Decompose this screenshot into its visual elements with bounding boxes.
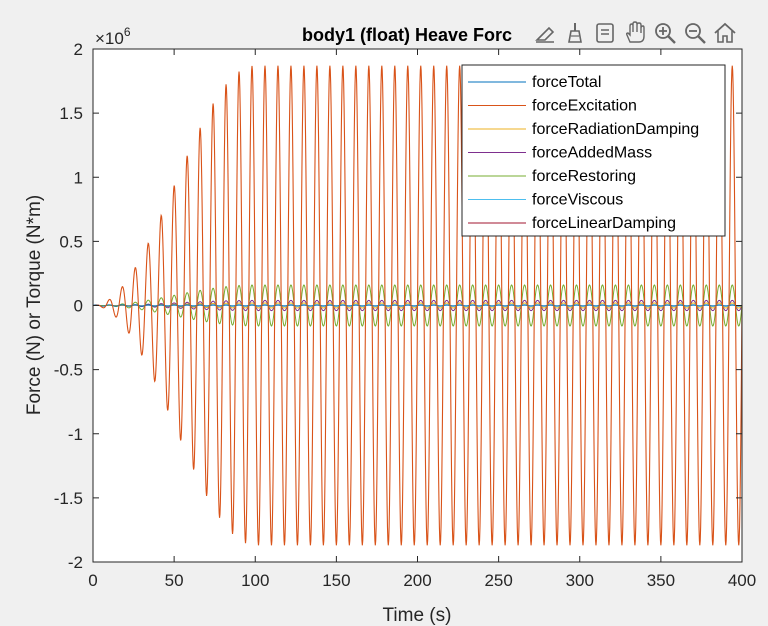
y-tick-label: -1.5	[54, 489, 83, 508]
legend-box	[461, 64, 726, 237]
brush-icon	[568, 23, 582, 43]
y-tick-label: -2	[68, 553, 83, 572]
datatip-button[interactable]	[590, 18, 620, 48]
legend-label-forceRestoring: forceRestoring	[532, 168, 636, 185]
x-tick-label: 50	[165, 571, 184, 590]
zoom-in-icon	[655, 23, 676, 44]
x-tick-label: 0	[88, 571, 97, 590]
y-tick-label: -0.5	[54, 361, 83, 380]
legend-label-forceLinearDamping: forceLinearDamping	[532, 215, 676, 232]
x-tick-label: 150	[322, 571, 350, 590]
ticks-layer: 0 50 100 150 200 250 300 350 400 -2 -1.5 -1 -0.5 0 0.5…	[54, 40, 756, 590]
export-icon	[535, 26, 555, 43]
y-tick-label: 2	[74, 40, 83, 59]
home-icon	[714, 22, 736, 43]
series-layer	[92, 65, 743, 546]
zoom-out-icon	[685, 23, 706, 44]
datatip-icon	[596, 23, 614, 43]
export-button[interactable]	[530, 18, 560, 48]
x-tick-label: 250	[484, 571, 512, 590]
legend-label-forceViscous: forceViscous	[532, 192, 623, 209]
home-button[interactable]	[710, 18, 740, 48]
x-tick-label: 200	[403, 571, 431, 590]
legend[interactable]: forceTotal forceExcitation forceRadiationD…	[461, 64, 726, 237]
y-axis-label: Force (N) or Torque (N*m)	[24, 195, 45, 415]
pan-button[interactable]	[620, 18, 650, 48]
x-tick-label: 300	[566, 571, 594, 590]
zoom-out-button[interactable]	[680, 18, 710, 48]
legend-label-forceTotal: forceTotal	[532, 74, 601, 91]
exponent-label: ×106	[95, 25, 131, 48]
y-tick-label: 0	[74, 297, 83, 316]
x-tick-label: 100	[241, 571, 269, 590]
x-tick-label: 400	[728, 571, 756, 590]
y-tick-label: 1	[74, 168, 83, 187]
series-line-forceExcitation[interactable]	[93, 65, 743, 546]
brush-button[interactable]	[560, 18, 590, 48]
y-tick-label: 1.5	[59, 104, 83, 123]
legend-label-forceAddedMass: forceAddedMass	[532, 145, 652, 162]
pan-icon	[625, 21, 645, 43]
axes-toolbar	[530, 16, 740, 50]
chart-title: body1 (float) Heave Forc	[302, 25, 512, 45]
x-tick-label: 350	[647, 571, 675, 590]
y-tick-label: 0.5	[59, 232, 83, 251]
legend-label-forceExcitation: forceExcitation	[532, 98, 637, 115]
zoom-in-button[interactable]	[650, 18, 680, 48]
y-tick-label: -1	[68, 425, 83, 444]
x-axis-label: Time (s)	[383, 605, 452, 626]
legend-label-forceRadiationDamping: forceRadiationDamping	[532, 121, 699, 138]
